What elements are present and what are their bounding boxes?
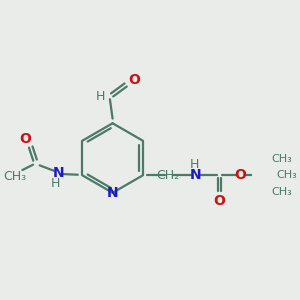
Text: O: O <box>234 168 246 182</box>
Text: CH₃: CH₃ <box>277 170 297 180</box>
Text: N: N <box>190 168 201 182</box>
Text: H: H <box>190 158 200 171</box>
Text: CH₃: CH₃ <box>271 187 292 197</box>
Text: H: H <box>50 177 60 190</box>
Text: N: N <box>107 186 118 200</box>
Text: CH₃: CH₃ <box>3 169 26 183</box>
Text: CH₂: CH₂ <box>156 169 179 182</box>
Text: H: H <box>96 90 105 103</box>
Text: O: O <box>128 73 140 87</box>
Text: N: N <box>52 167 64 180</box>
Text: CH₃: CH₃ <box>271 154 292 164</box>
Text: O: O <box>19 132 31 145</box>
Text: O: O <box>214 194 226 208</box>
